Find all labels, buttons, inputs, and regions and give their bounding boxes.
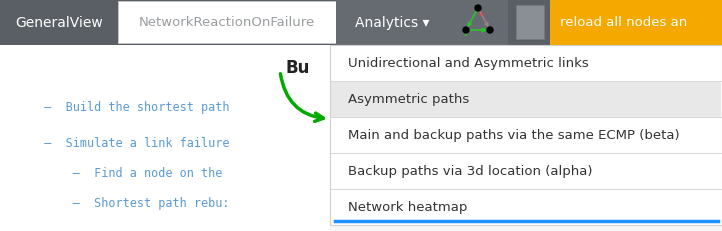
Bar <box>336 0 448 46</box>
Circle shape <box>487 28 493 34</box>
Text: Bu: Bu <box>286 59 310 77</box>
Text: Asymmetric paths: Asymmetric paths <box>348 93 469 106</box>
Bar <box>0 46 330 231</box>
Bar <box>330 46 722 225</box>
Circle shape <box>463 28 469 34</box>
Bar <box>448 0 508 46</box>
Circle shape <box>475 6 481 12</box>
Bar <box>0 0 722 46</box>
Text: –  Shortest path rebu:: – Shortest path rebu: <box>30 197 230 210</box>
Text: reload all nodes an: reload all nodes an <box>560 16 687 29</box>
Text: Unidirectional and Asymmetric links: Unidirectional and Asymmetric links <box>348 57 588 70</box>
Bar <box>516 6 544 40</box>
Bar <box>550 0 722 46</box>
Text: Backup paths via 3d location (alpha): Backup paths via 3d location (alpha) <box>348 165 593 178</box>
Text: Network heatmap: Network heatmap <box>348 201 467 214</box>
Text: –  Find a node on the: – Find a node on the <box>30 167 222 180</box>
Bar <box>331 82 721 118</box>
Text: Analytics ▾: Analytics ▾ <box>355 16 430 30</box>
Text: –  Simulate a link failure: – Simulate a link failure <box>30 137 230 150</box>
Bar <box>118 2 336 44</box>
Text: NetworkReactionOnFailure: NetworkReactionOnFailure <box>139 16 315 29</box>
Text: –  Build the shortest path: – Build the shortest path <box>30 101 230 114</box>
Text: Main and backup paths via the same ECMP (beta): Main and backup paths via the same ECMP … <box>348 129 679 142</box>
Text: GeneralView: GeneralView <box>15 16 103 30</box>
